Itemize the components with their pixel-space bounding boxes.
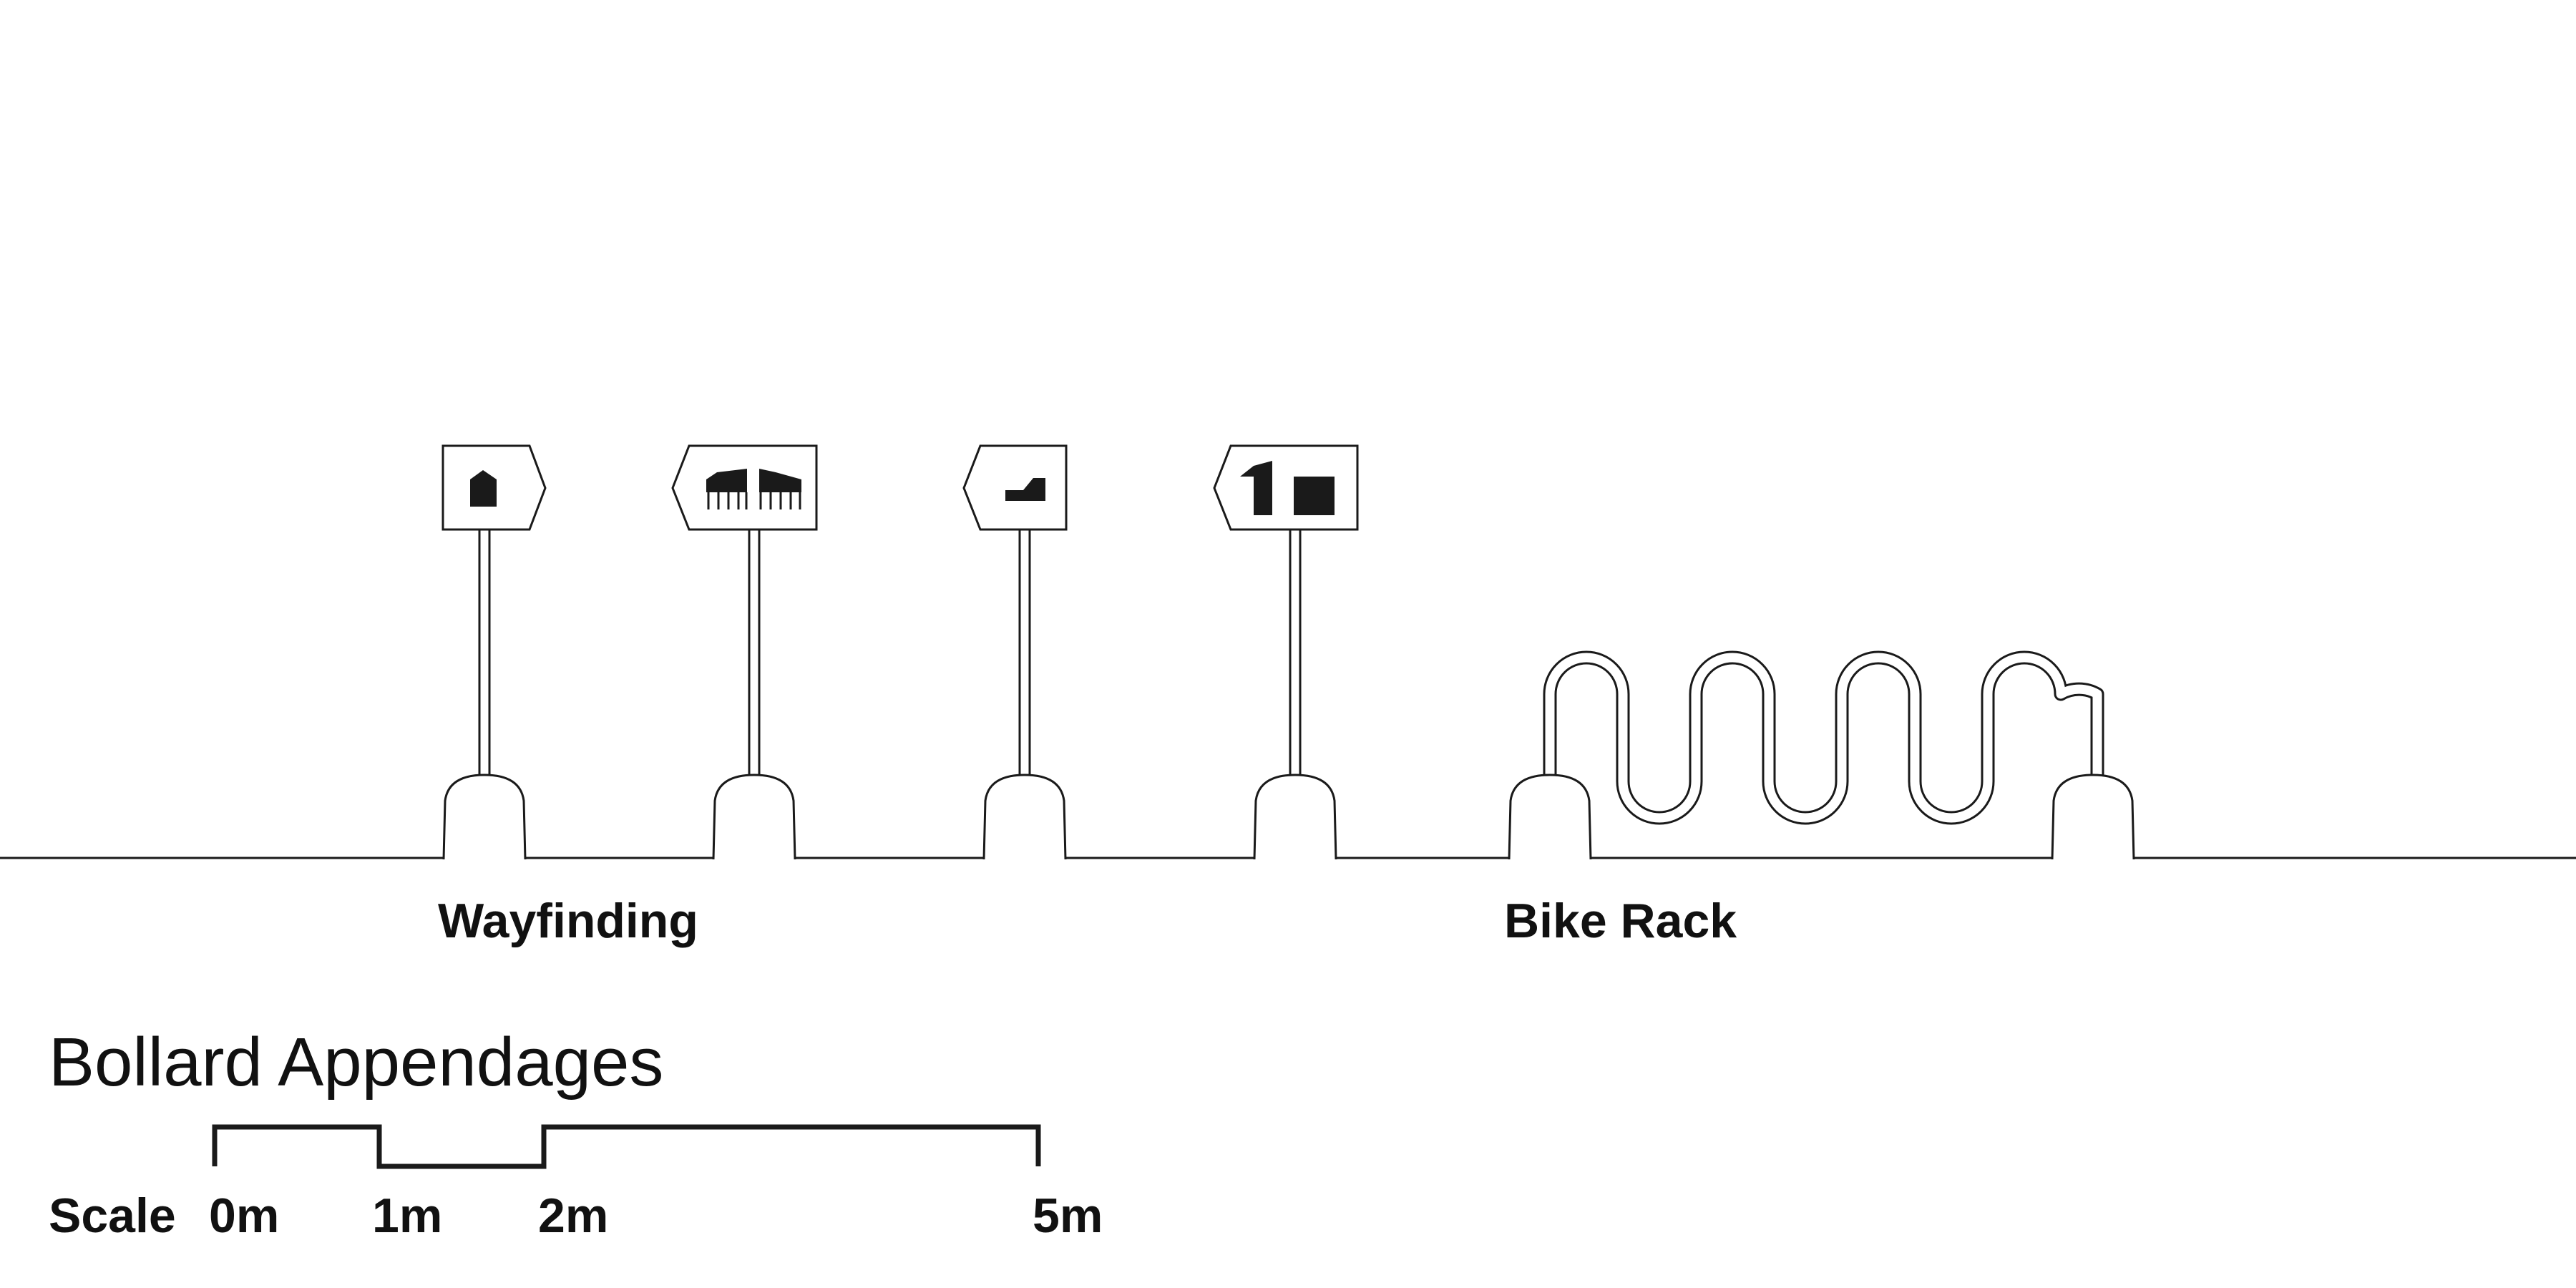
wayfinding-sign-3 [962,444,1068,861]
wayfinding-sign-1 [441,444,547,861]
bollard-base-left [1508,774,1592,861]
bollard-base-right [2051,774,2135,861]
scale-tick-1m: 1m [372,1189,442,1243]
scale-tick-5m: 5m [1033,1189,1103,1243]
two-buildings-icon [706,469,801,509]
wayfinding-sign-2 [671,444,818,861]
diagram-title: Bollard Appendages [49,1024,663,1101]
sign-panel [1213,444,1359,531]
bike-rack [1508,650,2135,861]
bollard-base [712,774,796,861]
scale-bar-line [212,1124,1041,1169]
scale-label: Scale [49,1189,176,1243]
bollard-base [982,774,1067,861]
house-icon [470,470,497,507]
scale-tick-2m: 2m [538,1189,608,1243]
caption-wayfinding: Wayfinding [438,894,698,948]
bollard-base [1253,774,1337,861]
sign-post [478,528,491,778]
sign-post [1018,528,1031,778]
scale-tick-0m: 0m [209,1189,279,1243]
sign-post [1289,528,1302,778]
wayfinding-sign-4 [1213,444,1359,861]
two-blocks-icon [1240,461,1335,515]
sign-post [748,528,761,778]
building-icon [1005,478,1045,501]
caption-bike-rack: Bike Rack [1504,894,1737,948]
scale-bar: Scale 0m 1m 2m 5m [49,1124,1103,1243]
sign-panel [962,444,1068,531]
bollard-base [442,774,527,861]
